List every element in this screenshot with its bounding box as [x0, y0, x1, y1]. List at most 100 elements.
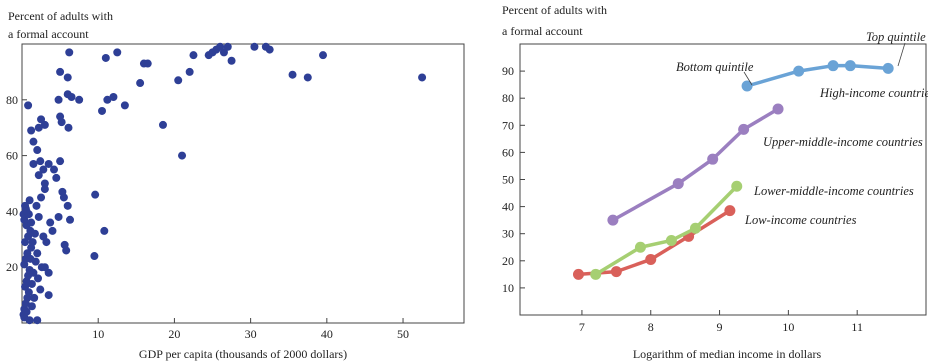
left-x-tick-label: 50 — [397, 327, 409, 341]
series-point-high-income-countries — [844, 60, 856, 72]
right-y-tick-label: 20 — [502, 254, 514, 268]
scatter-point — [319, 51, 328, 60]
left-y-tick-label: 40 — [6, 204, 18, 218]
annotation-top-quintile: Top quintile — [866, 30, 926, 44]
scatter-point — [418, 73, 427, 82]
right-y-axis: 10 20 30 40 50 60 70 80 90 — [502, 64, 525, 295]
right-series-group — [572, 60, 894, 280]
right-ylabel-line2: a formal account — [502, 24, 583, 38]
scatter-point — [113, 48, 122, 57]
scatter-point — [303, 73, 312, 82]
scatter-point — [48, 226, 57, 235]
right-x-tick-label: 8 — [648, 320, 654, 334]
scatter-point — [36, 285, 45, 294]
scatter-point — [185, 67, 194, 76]
scatter-point — [27, 218, 36, 227]
right-line-chart: Percent of adults with a formal account … — [502, 3, 928, 361]
scatter-point — [59, 193, 68, 202]
right-y-tick-label: 60 — [502, 145, 514, 159]
series-point-high-income-countries — [793, 65, 805, 77]
right-y-tick-label: 80 — [502, 91, 514, 105]
series-point-upper-middle-income-countries — [707, 153, 719, 165]
series-point-high-income-countries — [827, 60, 839, 72]
scatter-point — [34, 123, 43, 132]
scatter-point — [37, 115, 46, 124]
scatter-point — [67, 93, 76, 102]
right-x-tick-label: 9 — [717, 320, 723, 334]
right-y-tick-label: 40 — [502, 200, 514, 214]
scatter-point — [56, 157, 65, 166]
scatter-point — [40, 263, 49, 272]
scatter-point — [101, 53, 110, 62]
scatter-point — [27, 126, 36, 135]
left-y-tick-label: 80 — [6, 93, 18, 107]
right-x-tick-label: 11 — [851, 320, 863, 334]
scatter-point — [223, 42, 232, 51]
series-point-lower-middle-income-countries — [731, 180, 743, 192]
scatter-point — [24, 288, 33, 297]
scatter-point — [98, 106, 107, 115]
scatter-point — [33, 249, 42, 258]
left-x-tick-label: 10 — [92, 327, 104, 341]
left-plot-frame — [21, 43, 465, 324]
scatter-point — [64, 123, 73, 132]
right-y-tick-label: 50 — [502, 173, 514, 187]
scatter-point — [44, 159, 53, 168]
series-point-high-income-countries — [741, 80, 753, 92]
scatter-point — [44, 268, 53, 277]
scatter-point — [39, 165, 48, 174]
scatter-point — [22, 207, 31, 216]
left-x-axis: 10 20 30 40 50 — [92, 318, 409, 341]
scatter-point — [158, 120, 167, 129]
series-point-low-income-countries — [724, 205, 736, 217]
left-x-tick-label: 30 — [245, 327, 257, 341]
scatter-point — [44, 291, 53, 300]
series-point-lower-middle-income-countries — [590, 268, 602, 280]
scatter-point — [63, 73, 72, 82]
series-point-low-income-countries — [572, 268, 584, 280]
left-x-tick-label: 20 — [168, 327, 180, 341]
left-y-tick-label: 60 — [6, 149, 18, 163]
scatter-point — [57, 118, 66, 127]
scatter-point — [34, 171, 43, 180]
scatter-point — [33, 146, 42, 155]
scatter-point — [34, 212, 43, 221]
series-line-upper-middle-income-countries — [611, 107, 780, 222]
scatter-point — [40, 185, 49, 194]
scatter-point — [250, 42, 259, 51]
left-data-points — [19, 42, 427, 325]
scatter-point — [219, 48, 228, 57]
scatter-point — [227, 56, 236, 65]
scatter-point — [143, 59, 152, 68]
scatter-point — [50, 165, 59, 174]
series-line-lower-middle-income-countries — [593, 184, 739, 277]
scatter-point — [22, 307, 31, 316]
right-y-tick-label: 30 — [502, 227, 514, 241]
right-x-tick-label: 10 — [782, 320, 794, 334]
series-label-high-income: High-income countries — [819, 86, 928, 100]
scatter-point — [52, 173, 61, 182]
left-scatter-chart: Percent of adults with a formal account … — [6, 9, 465, 361]
scatter-point — [46, 218, 55, 227]
scatter-point — [42, 238, 51, 247]
scatter-point — [24, 101, 33, 110]
scatter-point — [36, 157, 45, 166]
scatter-point — [54, 95, 63, 104]
series-label-low-income: Low-income countries — [744, 213, 857, 227]
scatter-point — [75, 95, 84, 104]
scatter-point — [33, 316, 42, 325]
right-y-tick-label: 10 — [502, 281, 514, 295]
scatter-point — [29, 268, 38, 277]
right-ylabel-line1: Percent of adults with — [502, 3, 607, 17]
scatter-point — [65, 48, 74, 57]
scatter-point — [60, 240, 69, 249]
scatter-point — [37, 193, 46, 202]
scatter-point — [25, 196, 34, 205]
scatter-point — [26, 254, 35, 263]
scatter-point — [120, 101, 129, 110]
scatter-point — [29, 137, 38, 146]
scatter-point — [63, 201, 72, 210]
series-point-lower-middle-income-countries — [665, 234, 677, 246]
scatter-point — [189, 51, 198, 60]
left-x-tick-label: 40 — [321, 327, 333, 341]
